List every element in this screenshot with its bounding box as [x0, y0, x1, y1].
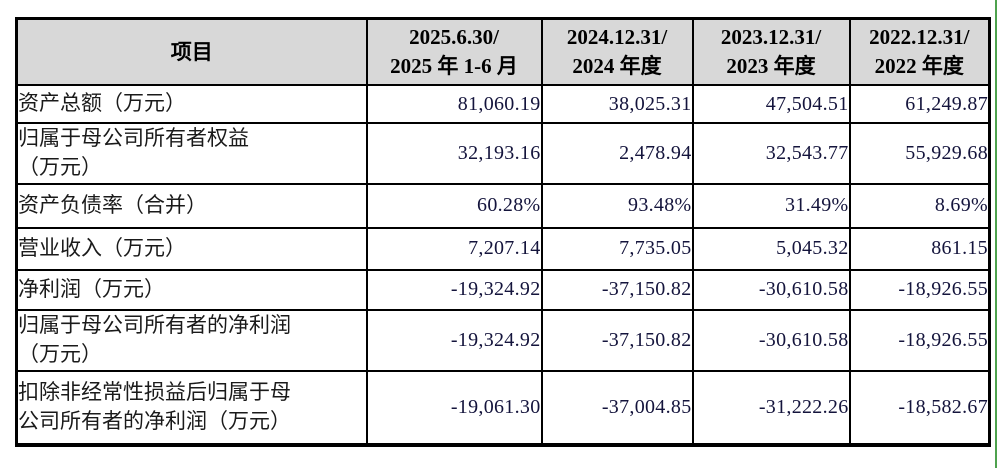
table-row-debt-ratio: 资产负债率（合并） 60.28% 93.48% 31.49% 8.69% — [15, 182, 991, 229]
row-label: 归属于母公司所有者权益 （万元） — [15, 122, 368, 185]
row-label: 扣除非经常性损益后归属于母 公司所有者的净利润（万元） — [15, 369, 368, 446]
row-label: 净利润（万元） — [15, 268, 368, 311]
row-value: 31.49% — [691, 182, 851, 229]
row-value: -37,150.82 — [540, 268, 694, 311]
row-value: -30,610.58 — [691, 308, 851, 372]
table-row-parent-equity: 归属于母公司所有者权益 （万元） 32,193.16 2,478.94 32,5… — [15, 122, 991, 185]
row-value: 2,478.94 — [540, 122, 694, 185]
row-label: 资产负债率（合并） — [15, 182, 368, 229]
row-value: -19,324.92 — [365, 268, 543, 311]
header-cell-period-2025: 2025.6.30/ 2025 年 1-6 月 — [365, 17, 543, 86]
header-cell-item: 项目 — [15, 17, 368, 86]
row-value: 7,207.14 — [365, 226, 543, 271]
row-value: -31,222.26 — [691, 369, 851, 446]
row-value: 7,735.05 — [540, 226, 694, 271]
table-header-row: 项目 2025.6.30/ 2025 年 1-6 月 2024.12.31/ 2… — [15, 17, 991, 86]
row-value: 93.48% — [540, 182, 694, 229]
table-row-total-assets: 资产总额（万元） 81,060.19 38,025.31 47,504.51 6… — [15, 84, 991, 124]
header-cell-period-2023: 2023.12.31/ 2023 年度 — [691, 17, 851, 86]
row-value: -18,926.55 — [848, 268, 991, 311]
row-value: -19,324.92 — [365, 308, 543, 372]
table-row-net-profit: 净利润（万元） -19,324.92 -37,150.82 -30,610.58… — [15, 268, 991, 311]
row-value: 81,060.19 — [365, 84, 543, 124]
table-row-parent-net-profit: 归属于母公司所有者的净利润 （万元） -19,324.92 -37,150.82… — [15, 308, 991, 372]
row-value: 8.69% — [848, 182, 991, 229]
header-cell-period-2024: 2024.12.31/ 2024 年度 — [540, 17, 694, 86]
row-value: 861.15 — [848, 226, 991, 271]
row-value: 5,045.32 — [691, 226, 851, 271]
row-value: -18,582.67 — [848, 369, 991, 446]
row-value: -37,004.85 — [540, 369, 694, 446]
row-value: 32,543.77 — [691, 122, 851, 185]
row-value: 61,249.87 — [848, 84, 991, 124]
row-label: 归属于母公司所有者的净利润 （万元） — [15, 308, 368, 372]
row-value: -30,610.58 — [691, 268, 851, 311]
table-row-revenue: 营业收入（万元） 7,207.14 7,735.05 5,045.32 861.… — [15, 226, 991, 271]
row-label: 营业收入（万元） — [15, 226, 368, 271]
row-value: 32,193.16 — [365, 122, 543, 185]
row-value: 47,504.51 — [691, 84, 851, 124]
row-value: -37,150.82 — [540, 308, 694, 372]
financial-summary-table: 项目 2025.6.30/ 2025 年 1-6 月 2024.12.31/ 2… — [15, 17, 991, 447]
table-row-deducted-net-profit: 扣除非经常性损益后归属于母 公司所有者的净利润（万元） -19,061.30 -… — [15, 369, 991, 446]
row-value: 38,025.31 — [540, 84, 694, 124]
scan-edge-artifact-line — [995, 0, 997, 468]
row-value: 55,929.68 — [848, 122, 991, 185]
row-value: -18,926.55 — [848, 308, 991, 372]
row-label: 资产总额（万元） — [15, 84, 368, 124]
row-value: 60.28% — [365, 182, 543, 229]
header-cell-period-2022: 2022.12.31/ 2022 年度 — [848, 17, 991, 86]
row-value: -19,061.30 — [365, 369, 543, 446]
